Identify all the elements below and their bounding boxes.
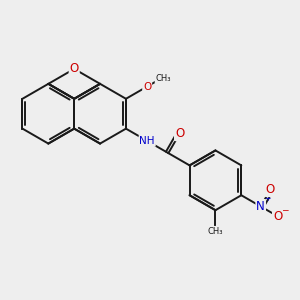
Text: O: O: [266, 183, 275, 196]
Text: O: O: [70, 62, 79, 75]
Text: O: O: [143, 82, 151, 92]
Text: CH₃: CH₃: [208, 226, 223, 236]
Text: −: −: [281, 205, 289, 214]
Text: +: +: [264, 194, 270, 203]
Text: N: N: [256, 200, 265, 213]
Text: O: O: [273, 210, 282, 223]
Text: O: O: [175, 127, 184, 140]
Text: CH₃: CH₃: [155, 74, 171, 83]
Text: NH: NH: [140, 136, 155, 146]
